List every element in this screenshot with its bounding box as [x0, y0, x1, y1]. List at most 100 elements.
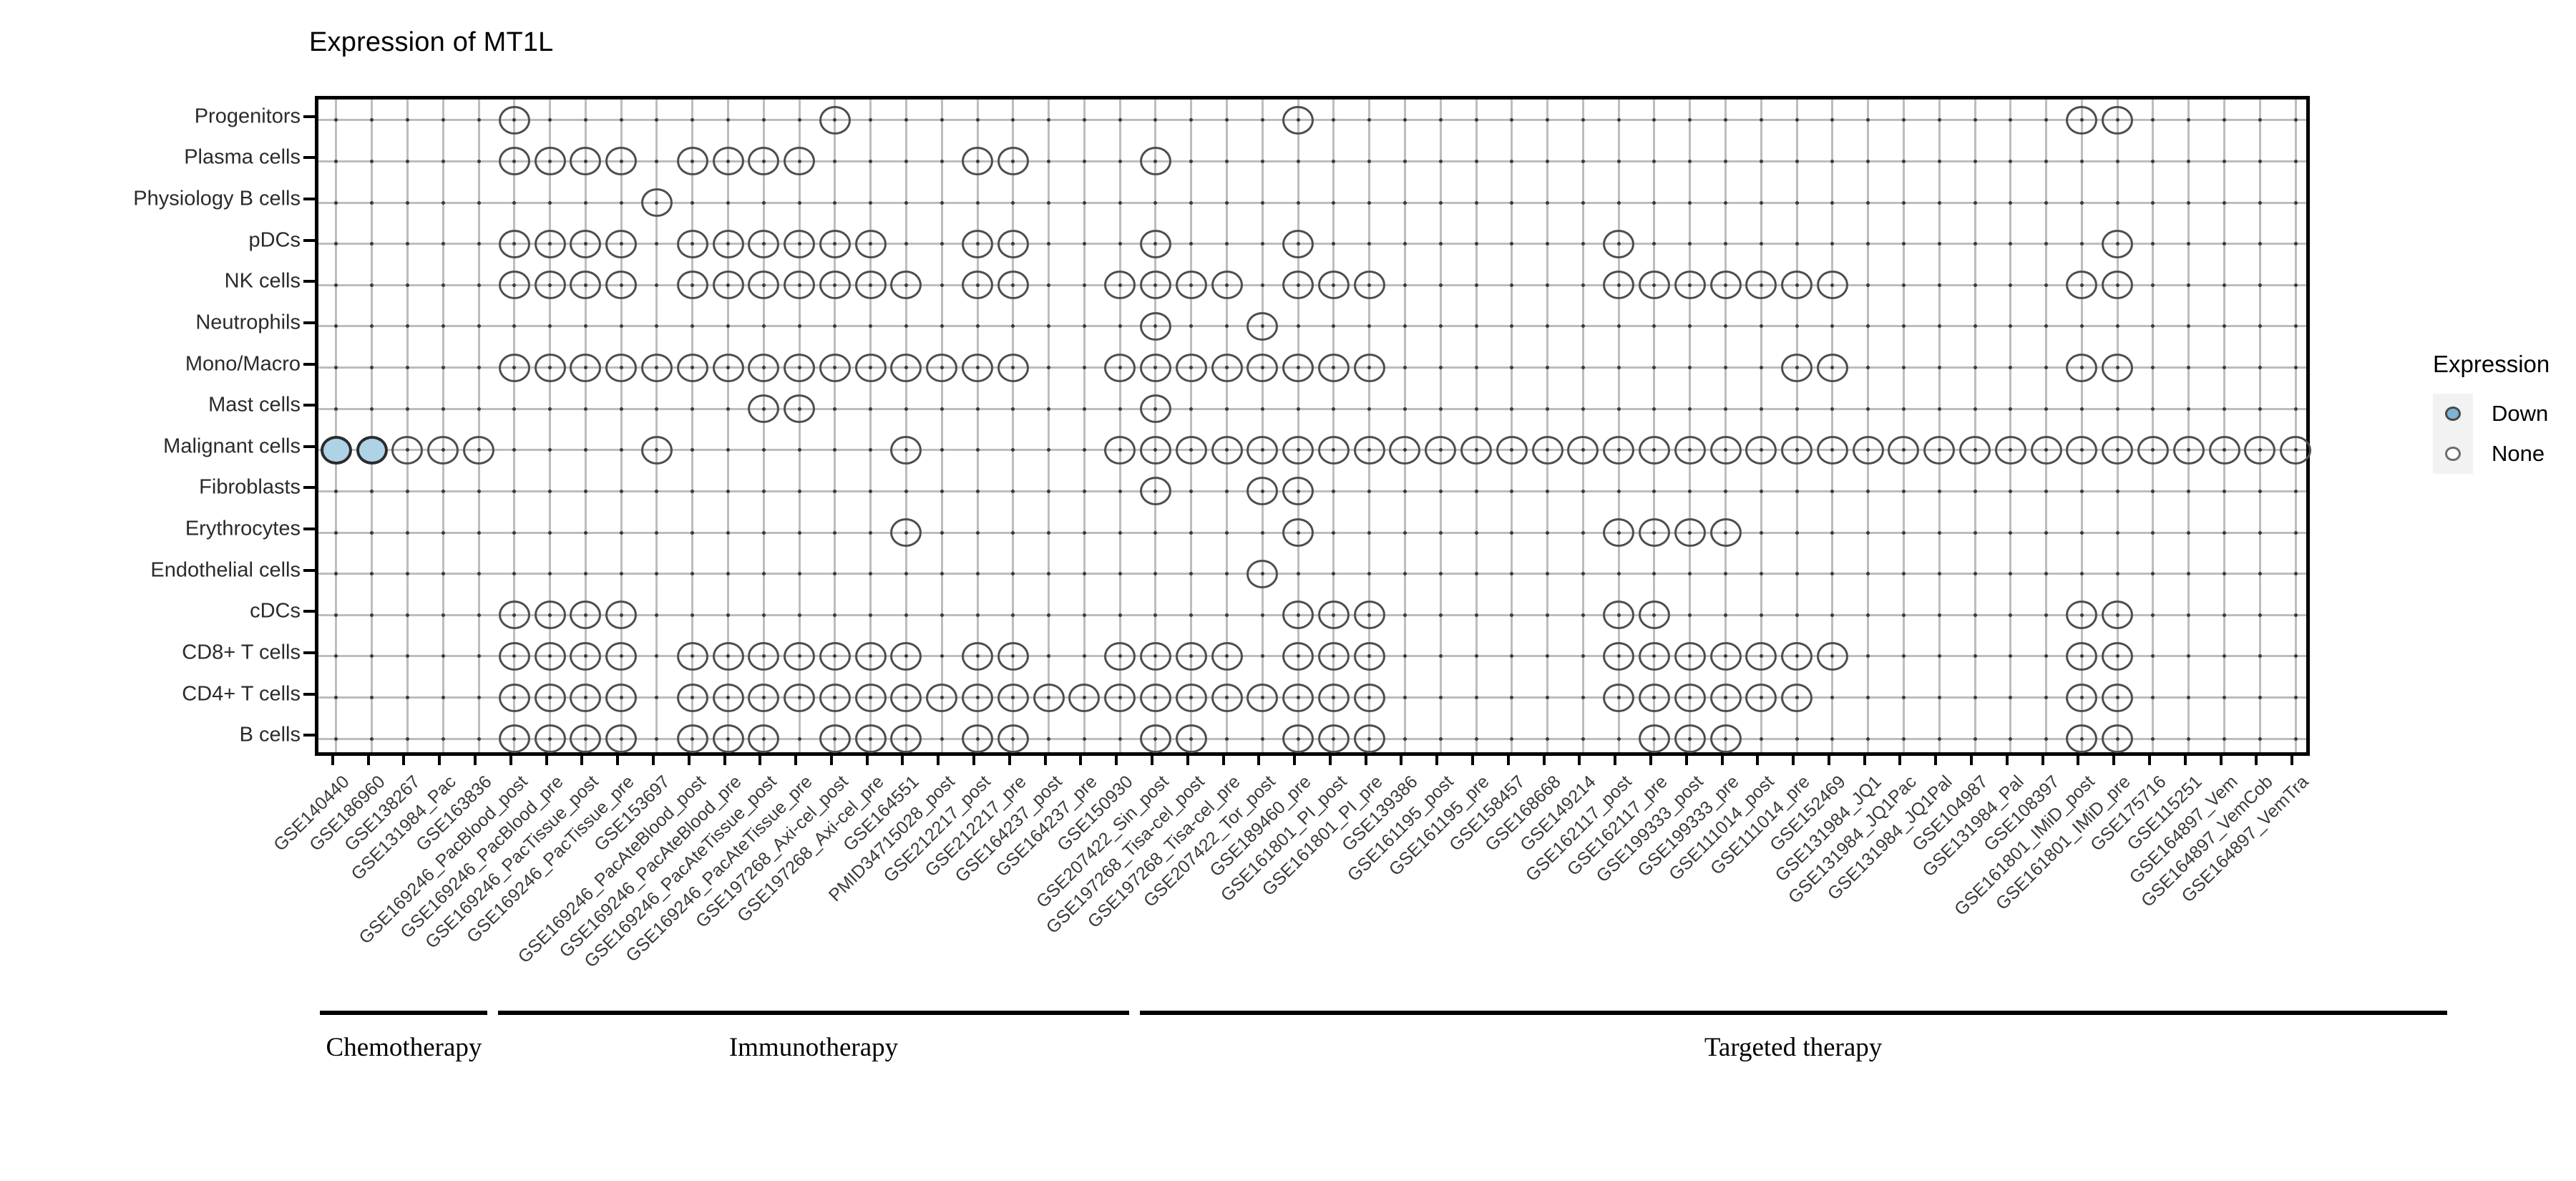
expression-dot[interactable]: [784, 271, 816, 300]
expression-dot[interactable]: [1353, 435, 1385, 465]
expression-dot[interactable]: [676, 724, 708, 754]
expression-dot[interactable]: [748, 271, 780, 300]
expression-dot[interactable]: [1139, 394, 1171, 424]
expression-dot[interactable]: [1317, 435, 1350, 465]
expression-dot[interactable]: [605, 683, 638, 712]
expression-dot[interactable]: [890, 724, 922, 754]
expression-dot[interactable]: [570, 147, 602, 176]
expression-dot[interactable]: [1282, 518, 1314, 548]
expression-dot[interactable]: [1674, 641, 1706, 671]
expression-dot[interactable]: [1603, 271, 1635, 300]
expression-dot[interactable]: [854, 229, 887, 258]
expression-dot[interactable]: [1745, 641, 1777, 671]
expression-dot[interactable]: [1425, 435, 1457, 465]
expression-dot[interactable]: [676, 147, 708, 176]
expression-dot[interactable]: [997, 229, 1029, 258]
expression-dot[interactable]: [1353, 724, 1385, 754]
expression-dot[interactable]: [1175, 724, 1207, 754]
expression-dot[interactable]: [712, 641, 744, 671]
expression-dot[interactable]: [676, 683, 708, 712]
expression-dot[interactable]: [1246, 683, 1279, 712]
expression-dot[interactable]: [1638, 601, 1670, 630]
expression-dot[interactable]: [640, 435, 673, 465]
expression-dot[interactable]: [1353, 271, 1385, 300]
expression-dot[interactable]: [2172, 435, 2205, 465]
expression-dot[interactable]: [1353, 601, 1385, 630]
expression-dot[interactable]: [854, 271, 887, 300]
expression-dot[interactable]: [605, 353, 638, 382]
expression-dot[interactable]: [1139, 477, 1171, 506]
expression-dot[interactable]: [2102, 105, 2134, 135]
expression-dot[interactable]: [320, 435, 352, 465]
expression-dot[interactable]: [2102, 271, 2134, 300]
expression-dot[interactable]: [1816, 271, 1848, 300]
expression-dot[interactable]: [498, 641, 530, 671]
expression-dot[interactable]: [1139, 724, 1171, 754]
expression-dot[interactable]: [1246, 435, 1279, 465]
expression-dot[interactable]: [1496, 435, 1528, 465]
expression-dot[interactable]: [1104, 435, 1136, 465]
expression-dot[interactable]: [1781, 271, 1813, 300]
expression-dot[interactable]: [1282, 724, 1314, 754]
expression-dot[interactable]: [784, 353, 816, 382]
expression-dot[interactable]: [1674, 724, 1706, 754]
expression-dot[interactable]: [1709, 435, 1742, 465]
expression-dot[interactable]: [1246, 477, 1279, 506]
expression-dot[interactable]: [1139, 271, 1171, 300]
expression-dot[interactable]: [1638, 641, 1670, 671]
expression-dot[interactable]: [1104, 271, 1136, 300]
expression-dot[interactable]: [1674, 683, 1706, 712]
expression-dot[interactable]: [890, 518, 922, 548]
expression-dot[interactable]: [534, 271, 566, 300]
expression-dot[interactable]: [962, 641, 994, 671]
expression-dot[interactable]: [2208, 435, 2240, 465]
expression-dot[interactable]: [1282, 271, 1314, 300]
expression-dot[interactable]: [712, 229, 744, 258]
expression-dot[interactable]: [1674, 435, 1706, 465]
expression-dot[interactable]: [1068, 683, 1101, 712]
expression-dot[interactable]: [1745, 435, 1777, 465]
expression-dot[interactable]: [1282, 353, 1314, 382]
expression-dot[interactable]: [819, 271, 851, 300]
expression-dot[interactable]: [1246, 353, 1279, 382]
expression-dot[interactable]: [1603, 601, 1635, 630]
expression-dot[interactable]: [1211, 641, 1243, 671]
expression-dot[interactable]: [1460, 435, 1493, 465]
expression-dot[interactable]: [498, 683, 530, 712]
expression-dot[interactable]: [997, 683, 1029, 712]
expression-dot[interactable]: [1104, 641, 1136, 671]
expression-dot[interactable]: [2102, 724, 2134, 754]
expression-dot[interactable]: [2066, 601, 2098, 630]
expression-dot[interactable]: [1745, 683, 1777, 712]
expression-dot[interactable]: [1211, 435, 1243, 465]
expression-dot[interactable]: [1139, 147, 1171, 176]
expression-dot[interactable]: [1709, 641, 1742, 671]
expression-dot[interactable]: [1816, 641, 1848, 671]
expression-dot[interactable]: [605, 601, 638, 630]
expression-dot[interactable]: [962, 724, 994, 754]
expression-dot[interactable]: [890, 353, 922, 382]
expression-dot[interactable]: [2066, 724, 2098, 754]
expression-dot[interactable]: [1603, 518, 1635, 548]
expression-dot[interactable]: [997, 271, 1029, 300]
expression-dot[interactable]: [819, 229, 851, 258]
expression-dot[interactable]: [2102, 601, 2134, 630]
expression-dot[interactable]: [962, 683, 994, 712]
expression-dot[interactable]: [570, 641, 602, 671]
expression-dot[interactable]: [2102, 683, 2134, 712]
expression-dot[interactable]: [926, 353, 958, 382]
expression-dot[interactable]: [997, 724, 1029, 754]
expression-dot[interactable]: [997, 353, 1029, 382]
expression-dot[interactable]: [1531, 435, 1563, 465]
expression-dot[interactable]: [1246, 311, 1279, 341]
expression-dot[interactable]: [570, 601, 602, 630]
expression-dot[interactable]: [1923, 435, 1956, 465]
expression-dot[interactable]: [1139, 311, 1171, 341]
expression-dot[interactable]: [534, 353, 566, 382]
expression-dot[interactable]: [2066, 105, 2098, 135]
expression-dot[interactable]: [1175, 353, 1207, 382]
expression-dot[interactable]: [1389, 435, 1421, 465]
expression-dot[interactable]: [1104, 353, 1136, 382]
expression-dot[interactable]: [1282, 683, 1314, 712]
expression-dot[interactable]: [605, 147, 638, 176]
